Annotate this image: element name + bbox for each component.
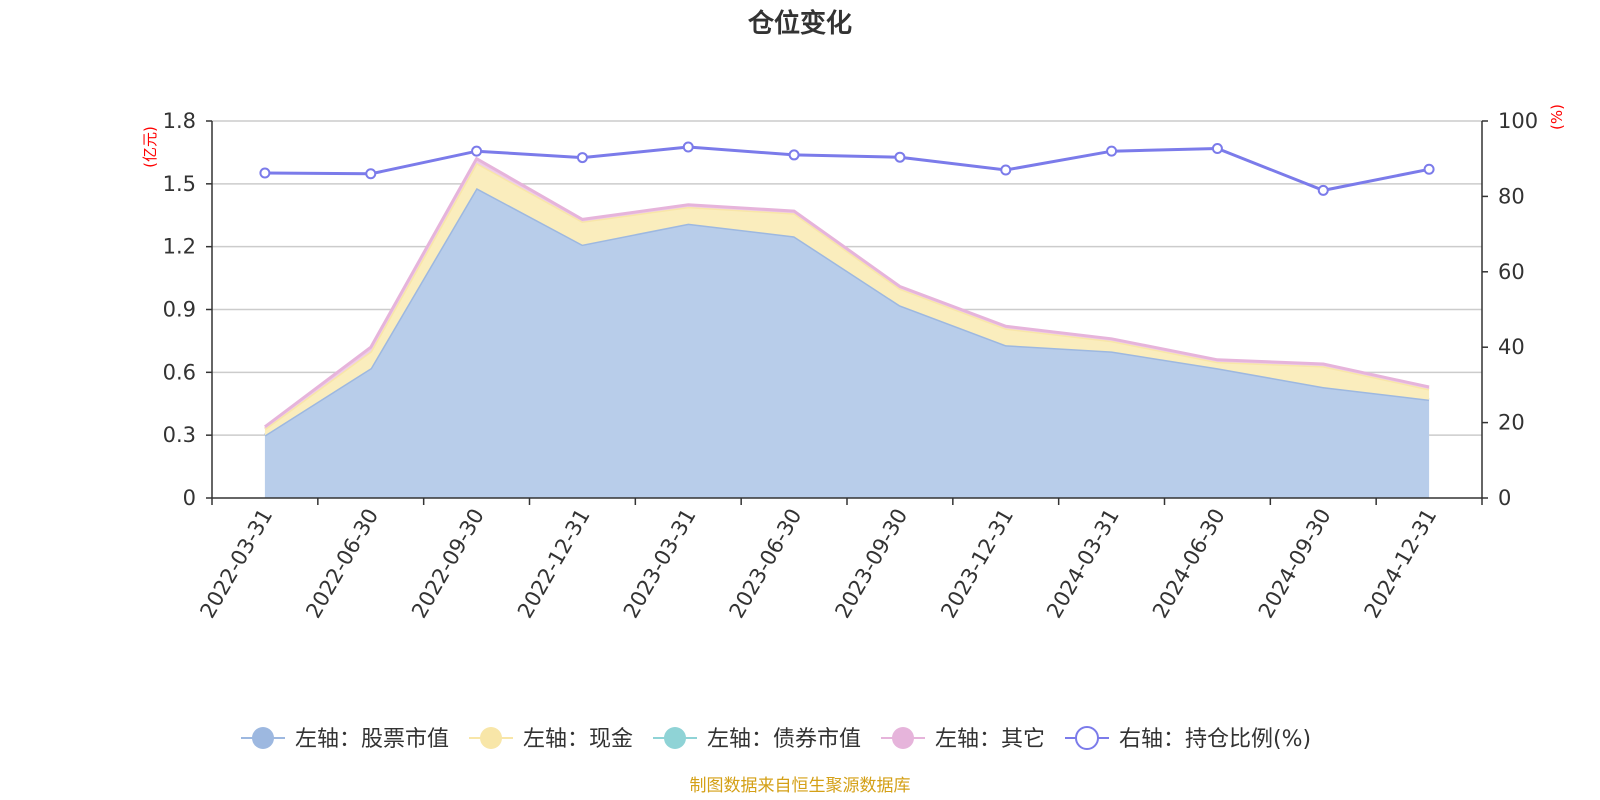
ratio-point (1106, 145, 1118, 157)
legend[interactable]: 左轴：股票市值 左轴：现金 左轴：债券市值 左轴：其它 右轴：持仓比例(%) (241, 726, 1311, 752)
legend-marker (1075, 726, 1099, 750)
right-axis-tick-label: 80 (1498, 184, 1525, 208)
legend-item[interactable]: 左轴：债券市值 (653, 727, 861, 752)
legend-label: 右轴：持仓比例(%) (1119, 727, 1311, 752)
legend-item[interactable]: 左轴：股票市值 (241, 727, 449, 752)
x-axis-tick-label: 2023-03-31 (619, 505, 701, 623)
ratio-point (788, 149, 800, 161)
right-axis-tick-label: 60 (1498, 260, 1525, 284)
left-axis-tick-label: 0 (183, 486, 196, 510)
left-axis-tick-label: 0.3 (163, 423, 196, 447)
x-axis-tick-label: 2024-03-31 (1042, 505, 1124, 623)
stacked-areas (263, 156, 1430, 498)
legend-label: 左轴：债券市值 (707, 727, 861, 752)
x-axis-tick-label: 2022-09-30 (407, 505, 489, 623)
ratio-point (894, 151, 906, 163)
legend-marker (664, 727, 686, 749)
data-source-note: 制图数据来自恒生聚源数据库 (690, 776, 911, 796)
ratio-point (259, 167, 271, 179)
x-axis-tick-label: 2022-06-30 (301, 505, 383, 623)
legend-item[interactable]: 右轴：持仓比例(%) (1065, 726, 1311, 752)
left-axis-tick-label: 1.2 (163, 235, 196, 259)
area-左轴：股票市值 (264, 188, 1430, 498)
ratio-point (1211, 143, 1223, 155)
x-axis-tick-label: 2024-06-30 (1148, 505, 1230, 623)
left-axis-tick-label: 1.8 (163, 109, 196, 133)
legend-label: 左轴：其它 (935, 727, 1045, 752)
legend-item[interactable]: 左轴：其它 (881, 727, 1045, 752)
right-axis-tick-label: 40 (1498, 335, 1525, 359)
x-axis-tick-label: 2023-09-30 (830, 505, 912, 623)
legend-marker (252, 727, 274, 749)
legend-item[interactable]: 左轴：现金 (469, 727, 633, 752)
ratio-point (365, 168, 377, 180)
ratio-point (1423, 163, 1435, 175)
left-axis-tick-label: 1.5 (163, 172, 196, 196)
right-axis-tick-label: 0 (1498, 486, 1511, 510)
ratio-point (1000, 164, 1012, 176)
right-axis-tick-label: 20 (1498, 411, 1525, 435)
right-axis-tick-label: 100 (1498, 109, 1538, 133)
x-axis-tick-label: 2022-03-31 (195, 505, 277, 623)
ratio-point (471, 145, 483, 157)
legend-marker (480, 727, 502, 749)
ratio-point (682, 141, 694, 153)
x-axis-tick-label: 2023-12-31 (936, 505, 1018, 623)
left-axis-tick-label: 0.9 (163, 298, 196, 322)
left-axis-unit: (亿元) (141, 126, 159, 168)
ratio-point (1317, 184, 1329, 196)
right-axis-unit: (%) (1548, 104, 1566, 130)
legend-label: 左轴：股票市值 (295, 727, 449, 752)
x-axis-tick-label: 2023-06-30 (725, 505, 807, 623)
area-edge-左轴：其它 (263, 156, 1430, 428)
ratio-line-path (264, 145, 1430, 192)
x-axis-tick-label: 2022-12-31 (513, 505, 595, 623)
legend-marker (892, 727, 914, 749)
legend-label: 左轴：现金 (523, 727, 633, 752)
ratio-line (259, 141, 1435, 196)
left-axis-tick-label: 0.6 (163, 360, 196, 384)
chart-title: 仓位变化 (747, 8, 852, 39)
ratio-point (576, 152, 588, 164)
x-axis-tick-label: 2024-12-31 (1360, 505, 1442, 623)
x-axis-tick-label: 2024-09-30 (1254, 505, 1336, 623)
